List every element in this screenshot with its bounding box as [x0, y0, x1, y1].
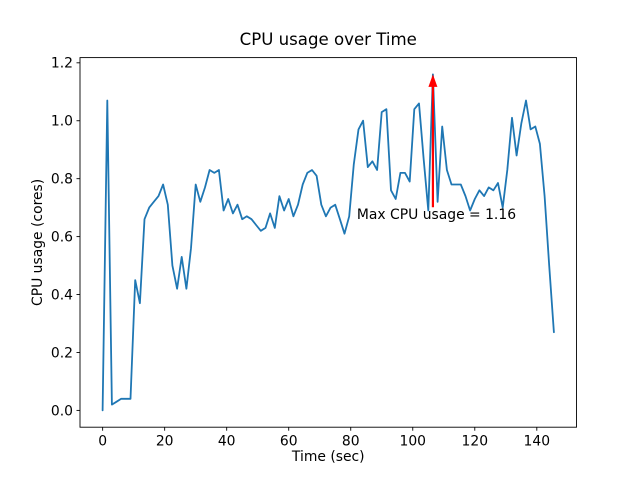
- y-tick-label: 1.0: [51, 114, 73, 130]
- chart-title: CPU usage over Time: [240, 30, 417, 49]
- y-axis-ticks: 0.0 0.2 0.4 0.6 0.8 1.0 1.2: [51, 56, 80, 419]
- y-axis-label: CPU usage (cores): [30, 179, 46, 306]
- x-tick-label: 40: [218, 433, 236, 449]
- x-tick-label: 20: [156, 433, 174, 449]
- annotation-arrow-head-icon: [428, 74, 438, 87]
- axes-frame: [79, 57, 577, 428]
- x-tick-label: 0: [98, 433, 107, 449]
- x-axis-label: Time (sec): [291, 449, 365, 465]
- x-axis-ticks: 0 20 40 60 80 100 120 140: [98, 427, 550, 449]
- y-tick-label: 0.8: [51, 172, 73, 188]
- y-tick-label: 0.4: [51, 287, 73, 303]
- x-tick-label: 120: [462, 433, 489, 449]
- x-tick-label: 100: [399, 433, 426, 449]
- y-tick-label: 0.6: [51, 230, 73, 246]
- x-tick-label: 80: [342, 433, 360, 449]
- y-tick-label: 0.0: [51, 403, 73, 419]
- max-annotation-arrow: [428, 74, 438, 208]
- y-tick-label: 0.2: [51, 345, 73, 361]
- x-tick-label: 140: [524, 433, 551, 449]
- cpu-usage-line: [101, 73, 555, 412]
- max-annotation-label: Max CPU usage = 1.16: [357, 207, 516, 223]
- y-tick-label: 1.2: [51, 56, 73, 72]
- x-tick-label: 60: [280, 433, 298, 449]
